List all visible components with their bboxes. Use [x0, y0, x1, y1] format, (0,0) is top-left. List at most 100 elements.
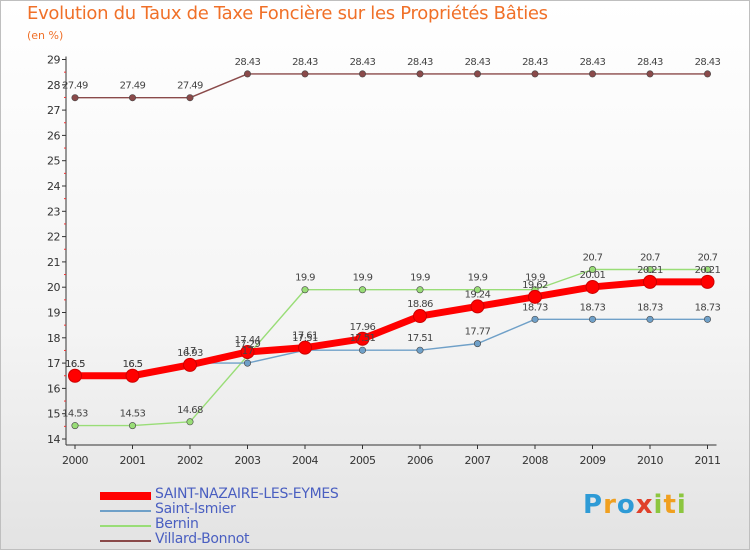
- data-label: 18.73: [522, 302, 548, 313]
- data-label: 27.49: [120, 81, 146, 92]
- data-point: [528, 289, 542, 304]
- logo-letter: o: [616, 490, 636, 520]
- data-point: [531, 315, 539, 323]
- data-label: 19.9: [353, 273, 373, 284]
- x-tick-label: 2009: [580, 454, 606, 467]
- data-label: 19.24: [465, 289, 491, 300]
- y-tick-label: 26: [47, 129, 60, 142]
- data-label: 17.77: [465, 327, 491, 338]
- y-tick-label: 22: [47, 231, 60, 244]
- x-tick-label: 2001: [120, 454, 146, 467]
- logo-letter: i: [676, 490, 687, 520]
- data-point: [416, 346, 424, 354]
- data-label: 17.51: [292, 333, 318, 344]
- data-label: 17.96: [350, 322, 376, 333]
- data-point: [416, 70, 424, 78]
- legend-label: SAINT-NAZAIRE-LES-EYMES: [155, 486, 339, 502]
- data-point: [355, 331, 370, 346]
- y-tick-label: 14: [47, 433, 60, 446]
- data-label: 18.86: [407, 299, 433, 310]
- x-tick-label: 2010: [637, 454, 663, 467]
- legend-swatch: [100, 525, 151, 527]
- data-point: [358, 70, 366, 78]
- x-tick-label: 2004: [292, 454, 318, 467]
- data-label: 16.5: [123, 359, 143, 370]
- data-point: [416, 286, 424, 294]
- data-point: [298, 340, 312, 355]
- data-label: 28.43: [407, 57, 433, 68]
- data-label: 19.62: [522, 280, 548, 291]
- y-unit-label: (en %): [27, 29, 64, 42]
- data-point: [71, 94, 79, 102]
- x-tick-label: 2011: [695, 454, 721, 467]
- data-point: [186, 418, 194, 426]
- data-point: [129, 94, 137, 102]
- data-point: [240, 344, 255, 359]
- data-label: 16.5: [65, 359, 85, 370]
- data-point: [301, 286, 309, 294]
- data-point: [703, 265, 711, 273]
- data-point: [473, 70, 481, 78]
- data-label: 17: [184, 346, 196, 357]
- data-point: [125, 368, 140, 383]
- data-point: [700, 274, 715, 289]
- x-tick-label: 2002: [177, 454, 203, 467]
- data-label: 28.43: [292, 57, 318, 68]
- y-tick-label: 19: [47, 307, 60, 320]
- data-label: 17.51: [407, 333, 433, 344]
- data-label: 20.21: [695, 265, 721, 276]
- data-point: [531, 70, 539, 78]
- data-label: 19.9: [525, 273, 545, 284]
- data-label: 18.73: [695, 302, 721, 313]
- data-label: 28.43: [235, 57, 261, 68]
- data-label: 20.21: [637, 265, 663, 276]
- data-label: 28.43: [522, 57, 548, 68]
- series-line: [75, 73, 708, 99]
- data-point: [244, 70, 252, 78]
- y-tick-label: 16: [47, 382, 60, 395]
- series-line: [75, 268, 708, 427]
- data-label: 19.9: [295, 273, 315, 284]
- data-label: 20.7: [583, 252, 603, 263]
- logo-letter: i: [653, 490, 664, 520]
- data-point: [68, 368, 82, 383]
- data-label: 28.43: [580, 57, 606, 68]
- y-tick-label: 28: [47, 79, 60, 92]
- data-label: 17.29: [235, 339, 261, 350]
- data-label: 17: [242, 346, 254, 357]
- data-point: [244, 359, 252, 367]
- logo-letter: P: [583, 490, 604, 520]
- data-label: 16.93: [177, 348, 203, 359]
- data-point: [585, 279, 600, 294]
- x-tick-label: 2006: [407, 454, 433, 467]
- y-tick-label: 20: [47, 281, 60, 294]
- y-tick-label: 21: [47, 256, 60, 269]
- chart-title: Evolution du Taux de Taxe Foncière sur l…: [27, 3, 548, 24]
- y-tick-label: 29: [47, 54, 60, 67]
- x-tick-label: 2000: [62, 454, 88, 467]
- data-label: 19.9: [410, 273, 430, 284]
- data-label: 20.01: [580, 270, 606, 281]
- logo-letter: r: [603, 490, 617, 520]
- data-label: 16.5: [65, 359, 85, 370]
- legend-swatch: [100, 540, 151, 542]
- y-tick-label: 25: [47, 155, 60, 168]
- x-tick-label: 2005: [350, 454, 376, 467]
- data-label: 27.49: [177, 81, 203, 92]
- y-tick-label: 18: [47, 332, 60, 345]
- data-label: 28.43: [695, 57, 721, 68]
- data-label: 19.9: [468, 273, 488, 284]
- data-label: 20.7: [640, 252, 660, 263]
- data-point: [588, 265, 596, 273]
- y-tick-label: 17: [47, 357, 60, 370]
- data-point: [646, 70, 654, 78]
- data-point: [646, 265, 654, 273]
- data-point: [588, 315, 596, 323]
- data-label: 18.73: [637, 302, 663, 313]
- data-point: [643, 274, 657, 289]
- data-point: [413, 309, 427, 324]
- logo-letter: t: [663, 490, 677, 520]
- data-label: 17.61: [292, 331, 318, 342]
